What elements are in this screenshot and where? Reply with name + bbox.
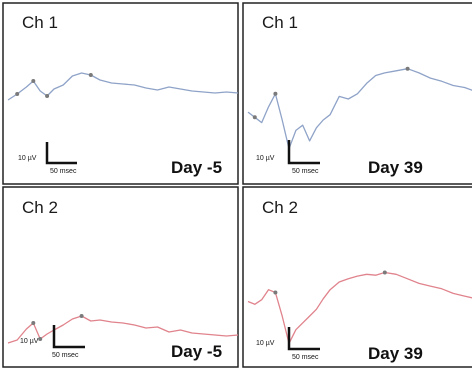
day-label: Day -5 — [171, 158, 222, 177]
day-label: Day 39 — [368, 344, 423, 363]
peak-marker — [15, 92, 20, 96]
peak-marker — [88, 73, 93, 77]
peak-marker — [405, 66, 410, 71]
peak-marker — [273, 290, 278, 295]
scale-time-label: 50 msec — [292, 168, 319, 175]
scale-bar — [287, 327, 320, 351]
peak-marker — [31, 79, 36, 83]
day-label: Day -5 — [171, 342, 222, 361]
peak-marker — [252, 115, 257, 120]
peak-marker — [273, 91, 278, 96]
panel-ch2-day-39: Ch 2 10 µV 50 msec Day 39 — [242, 186, 472, 368]
scale-time-label: 50 msec — [292, 354, 319, 361]
scale-bar — [52, 325, 85, 349]
panel-border — [242, 2, 472, 185]
peak-marker — [382, 270, 387, 275]
panel-ch1-day-minus5: Ch 1 10 µV 50 msec Day -5 — [2, 2, 239, 185]
scale-time-label: 50 msec — [50, 168, 77, 175]
channel-label: Ch 1 — [22, 13, 58, 32]
panel-border — [242, 186, 472, 368]
panel-ch1-day-39: Ch 1 10 µV 50 msec Day 39 — [242, 2, 472, 185]
trace-layer — [247, 66, 472, 150]
trace-line — [7, 315, 239, 344]
panel-border — [2, 186, 239, 368]
peak-marker — [45, 94, 50, 98]
trace-layer — [7, 314, 239, 344]
peak-marker — [79, 314, 84, 318]
panel-ch2-day-minus5: Ch 2 10 µV 50 msec Day -5 — [2, 186, 239, 368]
scale-voltage-label: 10 µV — [256, 155, 275, 162]
scale-voltage-label: 10 µV — [256, 340, 275, 347]
peak-marker — [31, 321, 36, 325]
trace-line — [7, 72, 239, 101]
scale-bar — [287, 140, 320, 165]
scale-bar — [45, 142, 77, 165]
trace-line — [247, 271, 472, 345]
trace-line — [247, 68, 472, 150]
trace-layer — [247, 270, 472, 345]
channel-label: Ch 1 — [262, 13, 298, 32]
scale-time-label: 50 msec — [52, 352, 79, 359]
panel-border — [2, 2, 239, 185]
channel-label: Ch 2 — [262, 198, 298, 217]
trace-layer — [7, 72, 239, 101]
peak-marker — [38, 337, 43, 341]
channel-label: Ch 2 — [22, 198, 58, 217]
scale-voltage-label: 10 µV — [18, 155, 37, 162]
day-label: Day 39 — [368, 158, 423, 177]
scale-voltage-label: 10 µV — [20, 338, 39, 345]
